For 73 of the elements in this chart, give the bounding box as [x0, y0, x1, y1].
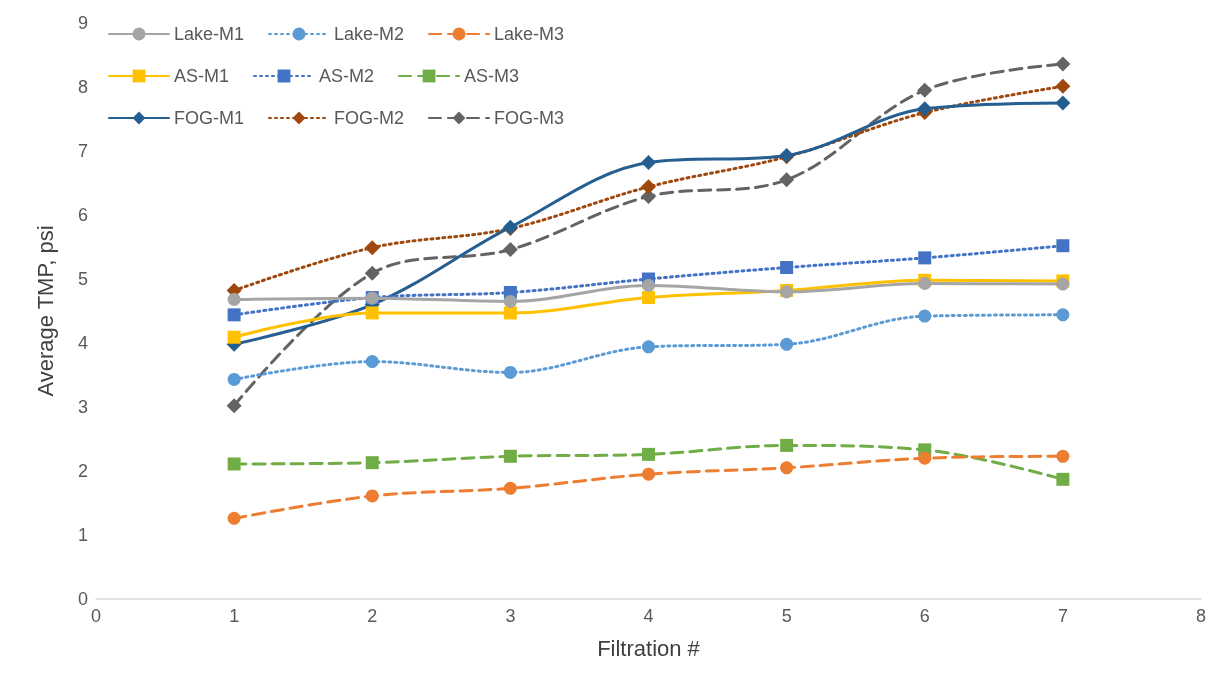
point	[365, 489, 379, 503]
x-tick-label: 8	[1195, 606, 1207, 626]
x-tick-label: 7	[1057, 606, 1068, 626]
x-tick-label: 4	[643, 606, 654, 626]
point	[917, 101, 933, 117]
legend-label: AS-M2	[319, 66, 375, 86]
y-tick-label: 8	[77, 77, 88, 97]
y-tick-label: 4	[77, 333, 88, 353]
point	[1055, 78, 1071, 94]
point	[365, 306, 379, 320]
point	[780, 461, 794, 475]
y-tick-label: 5	[77, 269, 88, 289]
x-tick-label: 5	[781, 606, 792, 626]
legend-label: Lake-M1	[174, 24, 245, 44]
point	[227, 308, 241, 322]
point	[227, 372, 241, 386]
point	[779, 172, 795, 188]
point	[364, 240, 380, 256]
point	[226, 398, 242, 414]
point	[642, 278, 655, 292]
point	[227, 457, 241, 471]
point	[365, 355, 379, 369]
legend-label: FOG-M3	[493, 108, 564, 128]
x-tick-label: 1	[229, 606, 240, 626]
point	[641, 179, 656, 195]
point	[227, 292, 241, 306]
y-tick-label: 9	[77, 13, 88, 33]
point	[227, 511, 241, 525]
legend-label: Lake-M3	[494, 24, 565, 44]
y-tick-label: 6	[77, 205, 88, 225]
point	[1056, 308, 1070, 322]
y-tick-label: 2	[77, 461, 88, 481]
y-tick-label: 1	[77, 525, 88, 545]
point	[642, 467, 655, 481]
x-axis-title: Filtration #	[597, 635, 701, 661]
y-tick-label: 3	[77, 397, 88, 417]
point	[780, 260, 794, 274]
point	[503, 294, 517, 308]
legend-label: FOG-M1	[174, 108, 244, 128]
point	[918, 451, 932, 465]
x-tick-label: 3	[505, 606, 516, 626]
point	[918, 251, 932, 265]
x-tick-label: 0	[90, 606, 102, 626]
point	[918, 309, 932, 323]
point	[1056, 472, 1070, 486]
point	[917, 82, 933, 98]
x-tick-label: 2	[367, 606, 378, 626]
point	[642, 340, 655, 354]
point	[780, 438, 794, 452]
legend-label: AS-M3	[464, 66, 520, 86]
point	[503, 306, 517, 320]
point	[503, 365, 517, 379]
point	[1055, 95, 1071, 111]
y-tick-label: 7	[77, 141, 88, 161]
y-axis-title: Average TMP, psi	[32, 225, 58, 397]
point	[503, 449, 517, 463]
point	[1056, 449, 1070, 463]
point	[365, 456, 379, 470]
point	[642, 291, 655, 305]
point	[227, 330, 241, 344]
point	[780, 337, 794, 351]
point	[641, 155, 656, 171]
point	[364, 265, 380, 281]
y-tick-label: 0	[77, 589, 88, 609]
legend-label: FOG-M2	[334, 108, 404, 128]
point	[1056, 239, 1070, 253]
legend-label: Lake-M2	[334, 24, 405, 44]
point	[503, 481, 517, 495]
point	[642, 447, 655, 461]
legend-label: AS-M1	[174, 66, 230, 86]
x-tick-label: 6	[919, 606, 930, 626]
point	[502, 242, 518, 258]
point	[1055, 56, 1071, 72]
